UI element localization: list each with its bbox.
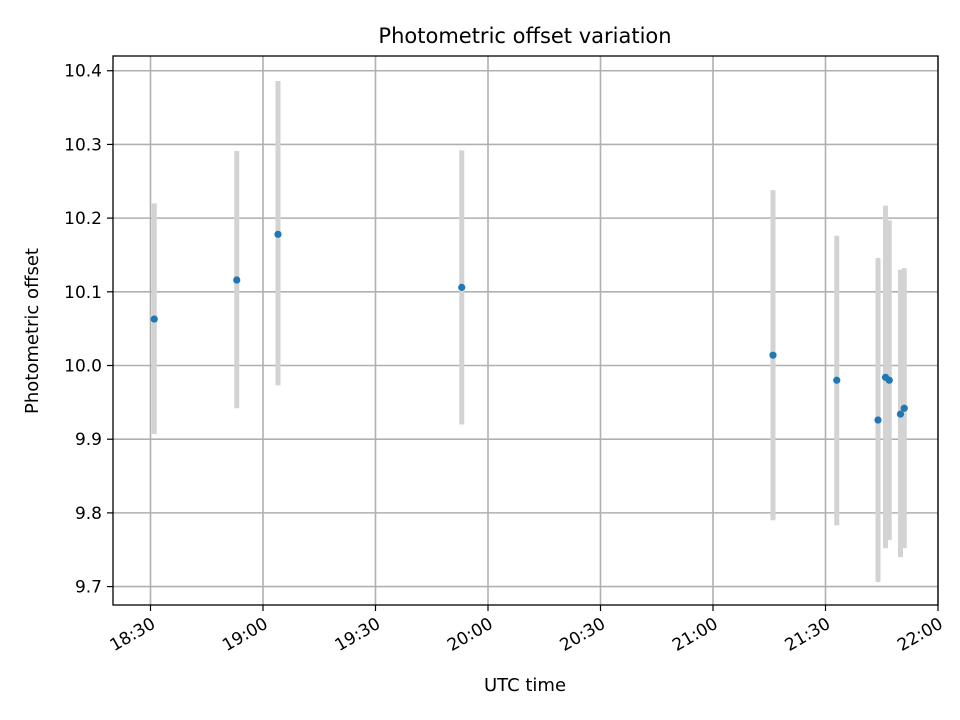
chart-title: Photometric offset variation <box>378 24 671 48</box>
axis-ticks: 18:30 19:00 19:30 20:00 20:30 21:00 21:30 22:00… <box>64 62 946 656</box>
x-tick-label: 21:30 <box>782 614 834 656</box>
data-point <box>458 283 466 291</box>
x-axis-label: UTC time <box>484 675 566 696</box>
y-tick-label: 9.8 <box>75 504 102 524</box>
y-axis-label: Photometric offset <box>22 248 43 414</box>
x-tick-label: 21:00 <box>669 614 721 656</box>
y-tick-label: 9.7 <box>75 578 102 598</box>
x-tick-label: 19:00 <box>219 614 271 656</box>
y-tick-label: 10.4 <box>64 62 102 82</box>
error-bars <box>151 81 907 583</box>
data-point <box>900 404 908 412</box>
data-point <box>769 351 777 359</box>
y-tick-label: 9.9 <box>75 430 102 450</box>
data-point <box>874 416 882 424</box>
x-tick-label: 20:30 <box>557 614 609 656</box>
data-point <box>885 376 893 384</box>
x-tick-label: 20:00 <box>444 614 496 656</box>
x-tick-label: 19:30 <box>332 614 384 656</box>
data-point <box>274 230 282 238</box>
y-tick-label: 10.3 <box>64 135 102 155</box>
data-point <box>150 315 158 323</box>
plot-frame <box>112 55 939 606</box>
data-point <box>896 410 905 418</box>
y-tick-label: 10.0 <box>64 357 102 377</box>
data-point <box>833 376 841 384</box>
x-tick-label: 22:00 <box>894 614 946 656</box>
y-tick-label: 10.1 <box>64 283 102 303</box>
data-points <box>150 230 908 424</box>
x-tick-label: 18:30 <box>107 614 159 656</box>
y-tick-label: 10.2 <box>64 209 102 229</box>
data-point <box>233 276 241 284</box>
grid <box>113 56 939 605</box>
